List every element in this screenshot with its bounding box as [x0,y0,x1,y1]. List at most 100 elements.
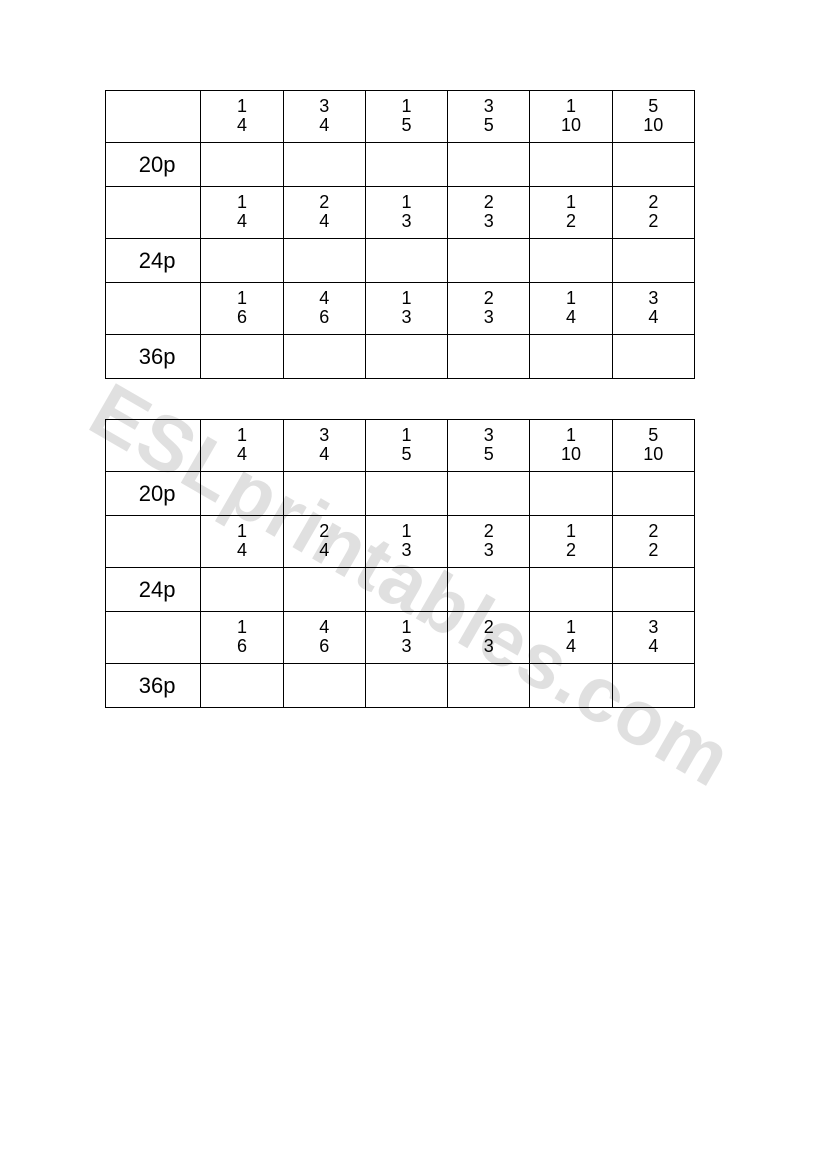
answer-cell [448,143,530,187]
fraction-numerator: 1 [401,289,411,308]
fraction: 35 [484,426,494,464]
fraction-denominator: 3 [484,637,494,656]
fraction-numerator: 1 [237,97,247,116]
answer-cell [612,472,694,516]
answer-cell [530,664,612,708]
table-row: 20p [106,472,695,516]
fraction: 13 [401,618,411,656]
fraction-cell: 24 [283,516,365,568]
fraction-numerator: 1 [237,193,247,212]
fraction-numerator: 1 [566,522,576,541]
answer-cell [201,335,283,379]
fraction-numerator: 2 [319,193,329,212]
fraction-numerator: 2 [484,522,494,541]
fraction-denominator: 6 [319,308,329,327]
fraction-numerator: 3 [319,97,329,116]
fraction: 510 [643,426,663,464]
fraction-cell: 13 [365,612,447,664]
answer-cell [530,239,612,283]
fraction-cell: 15 [365,91,447,143]
fraction-cell: 14 [201,91,283,143]
fraction: 14 [237,522,247,560]
fraction-denominator: 4 [237,212,247,231]
fraction-cell: 510 [612,91,694,143]
fraction: 110 [561,97,581,135]
fraction-denominator: 3 [401,308,411,327]
fraction-cell: 14 [201,516,283,568]
fraction-denominator: 4 [648,308,658,327]
row-label-cell [106,612,201,664]
fraction: 24 [319,193,329,231]
fraction-numerator: 2 [648,522,658,541]
fraction-cell: 13 [365,283,447,335]
table-row: 142413231222 [106,516,695,568]
answer-cell [365,664,447,708]
fraction: 46 [319,289,329,327]
answer-cell [448,664,530,708]
fraction-cell: 14 [201,420,283,472]
fraction-denominator: 4 [237,116,247,135]
fraction-denominator: 3 [484,212,494,231]
fraction-denominator: 5 [484,116,494,135]
fraction-numerator: 1 [561,97,581,116]
fraction: 23 [484,618,494,656]
fraction: 22 [648,193,658,231]
table-row: 142413231222 [106,187,695,239]
fraction-cell: 13 [365,516,447,568]
answer-cell [365,239,447,283]
fraction-denominator: 2 [566,212,576,231]
fraction-numerator: 2 [484,289,494,308]
fraction-denominator: 3 [484,541,494,560]
fraction-cell: 15 [365,420,447,472]
fraction-cell: 12 [530,187,612,239]
table-row: 24p [106,239,695,283]
fraction-numerator: 1 [401,193,411,212]
row-label-cell: 36p [106,335,201,379]
answer-cell [448,239,530,283]
table-row: 24p [106,568,695,612]
answer-cell [201,472,283,516]
fraction-cell: 46 [283,612,365,664]
fraction-cell: 46 [283,283,365,335]
fraction: 15 [401,97,411,135]
fraction-denominator: 4 [237,541,247,560]
fraction-cell: 110 [530,420,612,472]
fraction: 14 [566,618,576,656]
fraction-numerator: 1 [237,426,247,445]
fraction-numerator: 1 [566,289,576,308]
fraction-denominator: 5 [401,445,411,464]
fraction-numerator: 3 [484,426,494,445]
fraction: 12 [566,193,576,231]
answer-cell [448,335,530,379]
fraction-cell: 14 [530,612,612,664]
fraction-denominator: 4 [237,445,247,464]
fraction-cell: 22 [612,187,694,239]
answer-cell [283,335,365,379]
fraction-denominator: 6 [237,308,247,327]
answer-cell [365,143,447,187]
fraction-denominator: 4 [566,308,576,327]
fraction-denominator: 10 [643,445,663,464]
fraction-numerator: 3 [648,618,658,637]
fraction-numerator: 1 [401,97,411,116]
answer-cell [365,472,447,516]
fraction: 35 [484,97,494,135]
fraction-numerator: 2 [484,193,494,212]
fraction-denominator: 2 [566,541,576,560]
fraction-denominator: 5 [484,445,494,464]
fraction-denominator: 3 [401,637,411,656]
table-row: 164613231434 [106,283,695,335]
fraction-cell: 23 [448,516,530,568]
fraction-numerator: 1 [237,618,247,637]
fraction-cell: 34 [612,612,694,664]
answer-cell [448,472,530,516]
fraction-numerator: 5 [643,426,663,445]
fraction: 22 [648,522,658,560]
fraction-denominator: 2 [648,212,658,231]
fraction: 13 [401,289,411,327]
row-label-cell: 24p [106,239,201,283]
fraction-denominator: 4 [319,116,329,135]
fraction-numerator: 3 [319,426,329,445]
fraction-numerator: 1 [401,426,411,445]
fraction: 14 [237,97,247,135]
